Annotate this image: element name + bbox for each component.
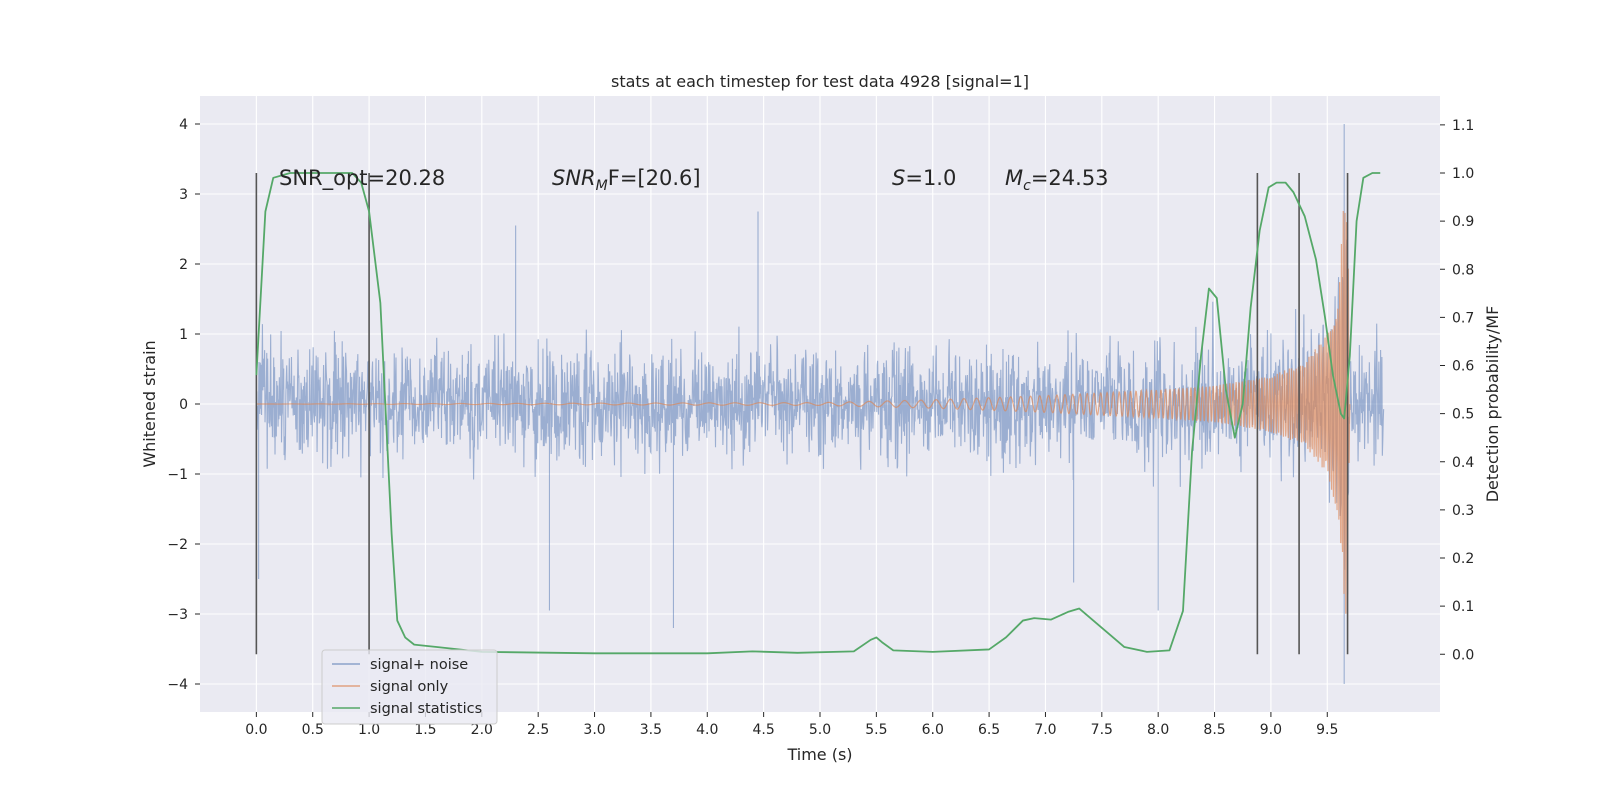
y2-tick-label: 0.2 (1452, 551, 1474, 567)
annotations: SNR_opt=20.28 SNRMF=[20.6] S=1.0 Mc=24.5… (279, 166, 1109, 194)
x-tick-label: 6.0 (922, 722, 944, 738)
x-tick-label: 8.5 (1203, 722, 1225, 738)
legend-label-signal-only: signal only (370, 679, 449, 695)
legend-label-signal-statistics: signal statistics (370, 701, 482, 717)
annotation-snr-mf: SNRMF=[20.6] (552, 166, 701, 194)
x-tick-label: 4.5 (753, 722, 775, 738)
x-tick-label: 1.5 (414, 722, 436, 738)
y-axis-label: Whitened strain (140, 340, 159, 467)
annotation-s: S=1.0 (892, 166, 956, 190)
x-tick-label: 5.0 (809, 722, 831, 738)
x-tick-label: 6.5 (978, 722, 1000, 738)
x-tick-label: 2.5 (527, 722, 549, 738)
y-tick-label: 3 (179, 187, 188, 203)
vertical-markers (255, 173, 1349, 655)
x-tick-label: 8.0 (1147, 722, 1169, 738)
x-tick-label: 1.0 (358, 722, 380, 738)
annotation-mc: Mc=24.53 (1005, 166, 1109, 194)
y-tick-label: 2 (179, 257, 188, 273)
y2-tick-label: 0.1 (1452, 599, 1474, 615)
y2-tick-label: 0.5 (1452, 407, 1474, 423)
x-axis-label: Time (s) (786, 745, 852, 764)
annotation-snr-opt: SNR_opt=20.28 (279, 166, 445, 191)
y2-tick-label: 0.8 (1452, 262, 1474, 278)
y-tick-label: −2 (167, 537, 188, 553)
x-tick-label: 3.0 (583, 722, 605, 738)
x-tick-label: 9.0 (1260, 722, 1282, 738)
x-axis-ticks: 0.0 0.5 1.0 1.5 2.0 2.5 3.0 3.5 4.0 4.5 5.0 5.5 6.0 6… (245, 712, 1338, 738)
y-tick-label: −3 (167, 607, 188, 623)
y2-axis-label: Detection probability/MF (1483, 306, 1502, 503)
y2-tick-label: 0.4 (1452, 455, 1474, 471)
x-tick-label: 2.0 (471, 722, 493, 738)
y-axis-ticks: 4 3 2 1 0 −1 −2 −3 −4 (167, 117, 200, 693)
x-tick-label: 4.0 (696, 722, 718, 738)
x-tick-label: 3.5 (640, 722, 662, 738)
legend-label-signal-noise: signal+ noise (370, 657, 468, 673)
y2-tick-label: 0.9 (1452, 214, 1474, 230)
y2-tick-label: 0.3 (1452, 503, 1474, 519)
signal-only-line (256, 211, 1351, 614)
y2-axis-ticks: 1.1 1.0 0.9 0.8 0.7 0.6 0.5 0.4 0.3 0.2 0.1 0.0 (1440, 118, 1474, 663)
y-tick-label: 0 (179, 397, 188, 413)
y2-tick-label: 1.0 (1452, 166, 1474, 182)
x-tick-label: 7.5 (1091, 722, 1113, 738)
signal-statistics-line (255, 172, 1381, 655)
y2-tick-label: 0.7 (1452, 310, 1474, 326)
y-tick-label: 1 (179, 327, 188, 343)
x-tick-label: 0.0 (245, 722, 267, 738)
x-tick-label: 0.5 (302, 722, 324, 738)
x-tick-label: 7.0 (1034, 722, 1056, 738)
chart-title: stats at each timestep for test data 492… (611, 72, 1029, 91)
y-tick-label: −4 (167, 677, 188, 693)
y2-tick-label: 0.0 (1452, 647, 1474, 663)
x-tick-label: 9.5 (1316, 722, 1338, 738)
y-tick-label: 4 (179, 117, 188, 133)
y2-tick-label: 1.1 (1452, 118, 1474, 134)
legend-box (321, 649, 498, 725)
series-signal-statistics (255, 172, 1381, 655)
y2-tick-label: 0.6 (1452, 359, 1474, 375)
y-tick-label: −1 (167, 467, 188, 483)
series-signal-only (256, 211, 1351, 614)
legend: signal+ noise signal only signal statist… (321, 649, 498, 725)
x-tick-label: 5.5 (865, 722, 887, 738)
